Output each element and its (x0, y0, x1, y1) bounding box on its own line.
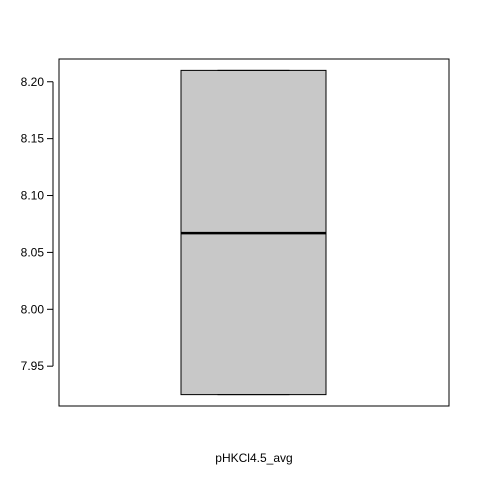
plot-frame (58, 58, 450, 407)
y-tick-label: 7.95 (21, 359, 45, 373)
y-tick-label: 8.05 (21, 245, 45, 259)
y-tick-label: 8.10 (21, 189, 45, 203)
y-tick-label: 8.15 (21, 132, 45, 146)
y-tick-label: 8.00 (21, 302, 45, 316)
y-axis: 7.95 8.00 8.05 8.10 8.15 8.20 (21, 75, 54, 373)
x-axis-title: pHKCl4.5_avg (215, 451, 292, 465)
box-group (180, 69, 327, 396)
y-tick-label: 8.20 (21, 75, 45, 89)
